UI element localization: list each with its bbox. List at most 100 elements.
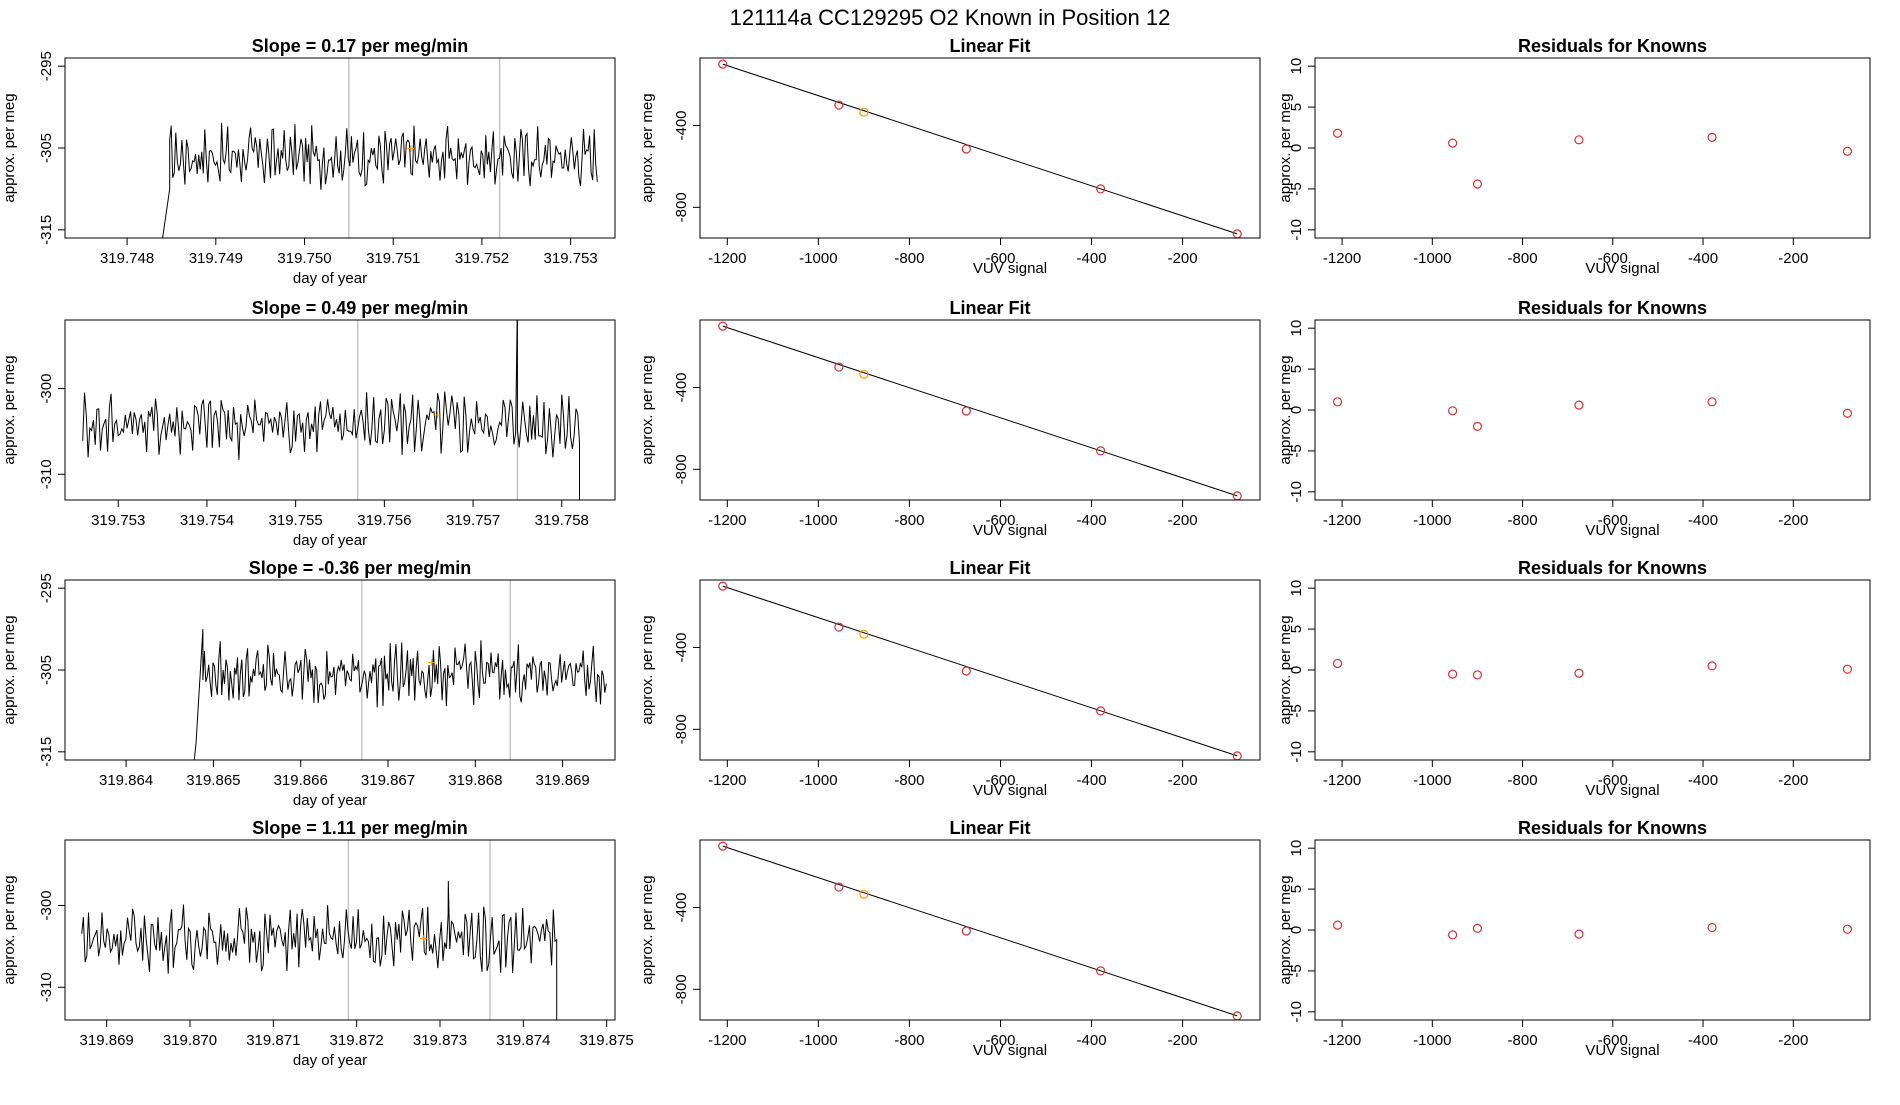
fit-point xyxy=(834,362,844,372)
x-axis-ticklabel: -600 xyxy=(1598,512,1628,529)
x-axis-ticklabel: -400 xyxy=(1688,512,1718,529)
y-axis-ticklabel: 5 xyxy=(1288,625,1305,633)
fit-point xyxy=(1096,966,1106,976)
x-axis-ticklabel: -200 xyxy=(1168,512,1198,529)
slope-title: Slope = 0.49 per meg/min xyxy=(252,298,469,318)
x-axis-ticklabel: -200 xyxy=(1168,1032,1198,1049)
y-axis-ticklabel: -305 xyxy=(38,133,55,163)
x-axis-ticklabel: 319.755 xyxy=(269,512,323,529)
residuals-frame xyxy=(1314,579,1871,761)
highlight-marker: + xyxy=(428,654,436,670)
x-axis-label: VUV signal xyxy=(973,522,1047,539)
fit-line xyxy=(722,63,1238,235)
plot-area: + xyxy=(193,580,607,760)
y-axis-ticklabel: -310 xyxy=(38,459,55,489)
y-axis-ticklabel: -315 xyxy=(38,215,55,245)
residual-point xyxy=(1842,924,1853,934)
x-axis-ticklabel: 319.753 xyxy=(544,250,598,267)
x-axis-ticklabel: 319.752 xyxy=(455,250,509,267)
residuals-panel-2: Residuals for Knowns -1200 -1000 -800 -600 -4… xyxy=(1277,298,1871,539)
x-axis-label: VUV signal xyxy=(1585,1042,1659,1059)
x-axis-ticklabel: 319.871 xyxy=(246,1032,300,1049)
x-axis-ticklabel: -400 xyxy=(1688,772,1718,789)
y-axis-ticklabel: -10 xyxy=(1288,741,1305,763)
y-axis-ticklabel: 0 xyxy=(1288,666,1305,674)
x-axis-ticklabel: -800 xyxy=(1508,250,1538,267)
residual-point xyxy=(1472,179,1483,189)
y-axis-label: approx. per meg xyxy=(1,875,18,984)
y-axis-ticklabel: 10 xyxy=(1288,58,1305,75)
slope-title: Slope = 0.17 per meg/min xyxy=(252,36,469,56)
x-axis-ticklabel: 319.869 xyxy=(536,772,590,789)
x-axis-ticklabel: -800 xyxy=(894,1032,924,1049)
residual-point xyxy=(1332,658,1343,669)
x-axis-ticklabel: -1000 xyxy=(1413,1032,1451,1049)
x-axis-ticklabel: -200 xyxy=(1168,772,1198,789)
y-axis-ticklabel: -305 xyxy=(38,655,55,685)
residual-point xyxy=(1574,135,1584,145)
residuals-title: Residuals for Knowns xyxy=(1518,818,1707,838)
residual-point xyxy=(1448,930,1458,940)
fit-point xyxy=(1096,706,1106,716)
x-axis-ticklabel: -1000 xyxy=(1413,512,1451,529)
residuals-frame xyxy=(1314,57,1871,239)
fit-point xyxy=(859,369,869,379)
x-axis-ticklabel: -600 xyxy=(985,512,1015,529)
fit-point xyxy=(718,581,728,591)
y-axis-ticklabel: -400 xyxy=(673,632,690,662)
page-title: 121114a CC129295 O2 Known in Position 12 xyxy=(730,5,1171,30)
residual-point xyxy=(1448,669,1458,679)
x-axis-ticklabel: 319.864 xyxy=(99,772,153,789)
y-axis-ticklabel: -5 xyxy=(1288,444,1305,457)
linear-fit-panel-3: Linear Fit -1200 -1000 -800 -600 -400 -200 -400… xyxy=(639,558,1261,799)
residual-point xyxy=(1842,146,1853,156)
y-axis-ticklabel: -295 xyxy=(38,573,55,603)
residuals-panel-4: Residuals for Knowns -1200 -1000 -800 -600 -4… xyxy=(1277,818,1871,1059)
fit-point xyxy=(718,321,728,331)
x-axis-label: day of year xyxy=(293,1052,367,1069)
x-axis-ticklabel: 319.874 xyxy=(496,1032,550,1049)
y-axis-ticklabel: -315 xyxy=(38,737,55,767)
residual-point xyxy=(1472,421,1483,431)
x-axis-ticklabel: -800 xyxy=(1508,772,1538,789)
residual-point xyxy=(1472,670,1483,680)
x-axis-ticklabel: 319.750 xyxy=(277,250,331,267)
time-series-line xyxy=(82,320,580,500)
fit-frame xyxy=(699,319,1261,501)
y-axis-label: approx. per meg xyxy=(1,615,18,724)
fit-point xyxy=(961,666,971,676)
fit-frame xyxy=(699,839,1261,1021)
x-axis-ticklabel: -800 xyxy=(894,512,924,529)
x-axis-ticklabel: -600 xyxy=(1598,1032,1628,1049)
y-axis-ticklabel: -800 xyxy=(673,714,690,744)
x-axis-ticklabel: -1000 xyxy=(799,1032,837,1049)
x-axis-ticklabel: -400 xyxy=(1077,772,1107,789)
x-axis-ticklabel: -600 xyxy=(1598,772,1628,789)
x-axis-ticklabel: -1200 xyxy=(1323,772,1361,789)
y-axis-ticklabel: -295 xyxy=(38,51,55,81)
linear-fit-panel-1: Linear Fit -1200 -1000 -800 -600 -400 -200 -400… xyxy=(639,36,1261,277)
x-axis-ticklabel: 319.866 xyxy=(274,772,328,789)
residual-point xyxy=(1332,397,1343,407)
x-axis-ticklabel: -400 xyxy=(1688,1032,1718,1049)
y-axis-ticklabel: -10 xyxy=(1288,1001,1305,1023)
y-axis-label: approx. per meg xyxy=(639,615,656,724)
residual-point xyxy=(1842,664,1853,674)
y-axis-ticklabel: -400 xyxy=(673,372,690,402)
y-axis-ticklabel: -800 xyxy=(673,974,690,1004)
x-axis-ticklabel: -600 xyxy=(985,250,1015,267)
y-axis-label: approx. per meg xyxy=(1277,355,1294,464)
y-axis-ticklabel: 10 xyxy=(1288,580,1305,597)
fit-point xyxy=(1096,184,1106,194)
x-axis-label: VUV signal xyxy=(1585,782,1659,799)
y-axis-ticklabel: -400 xyxy=(673,892,690,922)
x-axis-ticklabel: 319.865 xyxy=(186,772,240,789)
x-axis-ticklabel: -1000 xyxy=(799,772,837,789)
y-axis-ticklabel: -300 xyxy=(38,890,55,920)
x-axis-ticklabel: 319.749 xyxy=(189,250,243,267)
residual-point xyxy=(1574,400,1584,410)
residuals-panel-1: Residuals for Knowns -1200 -1000 -800 -600 -4… xyxy=(1277,36,1871,277)
x-axis-ticklabel: 319.870 xyxy=(163,1032,217,1049)
timeseries-panel-1: Slope = 0.17 per meg/min +319.748 319.749 3… xyxy=(1,36,616,287)
